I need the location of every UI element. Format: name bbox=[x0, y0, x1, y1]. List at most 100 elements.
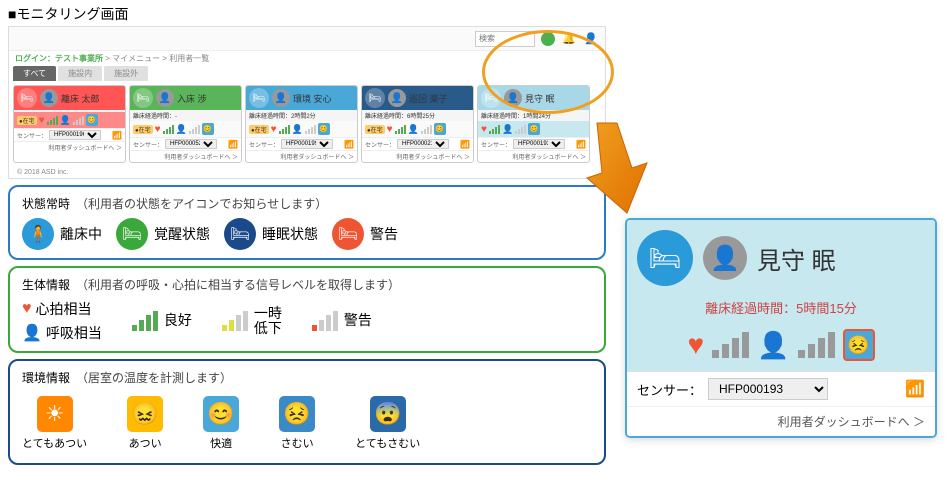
breath-icon: 👤 bbox=[292, 124, 303, 135]
card-name: 環境 安心 bbox=[293, 92, 332, 105]
card-name: 入床 渉 bbox=[177, 92, 207, 105]
home-tag: ●在宅 bbox=[133, 125, 153, 134]
legend-vital: 生体情報 （利用者の呼吸・心拍に相当する信号レベルを取得します） ♥心拍相当 👤… bbox=[8, 266, 606, 353]
sensor-label: センサー： bbox=[637, 380, 702, 399]
avatar-icon: 👤 bbox=[156, 89, 174, 107]
detail-card: 🛏 👤 見守 眠 離床経過時間：5時間15分 ♥ 👤 😣 センサー： HFP00… bbox=[625, 218, 937, 438]
heart-icon: ♥ bbox=[271, 124, 277, 135]
page-title: ■モニタリング画面 bbox=[0, 0, 950, 26]
user-card[interactable]: 🛏👤見守 眠 離床経過時間：1時間24分 ♥👤😊 センサー：HFP000193📶… bbox=[477, 85, 590, 163]
tab-outside[interactable]: 施設外 bbox=[104, 66, 148, 81]
legend-item: 🛏覚醒状態 bbox=[116, 218, 210, 250]
signal-bars-icon bbox=[312, 311, 338, 331]
avatar-icon: 👤 bbox=[272, 89, 290, 107]
signal-item: 一時 低下 bbox=[222, 306, 282, 337]
legend-env: 環境情報 （居室の温度を計測します） ☀とてもあつい😖あつい😊快適😣さむい😨とて… bbox=[8, 359, 606, 465]
env-icon: 😣 bbox=[279, 396, 315, 432]
user-card[interactable]: 🛏👤離床 太郎 ●在宅♥👤😊 センサー：HFP000196📶 利用者ダッシュボー… bbox=[13, 85, 126, 163]
wifi-icon: 📶 bbox=[460, 140, 470, 149]
bed-icon: 🛏 bbox=[481, 88, 501, 108]
user-icon[interactable]: 👤 bbox=[583, 31, 599, 47]
sensor-select[interactable]: HFP000193 bbox=[513, 139, 565, 149]
breath-icon: 👤 bbox=[502, 124, 513, 135]
user-card[interactable]: 🛏👤入床 渉 離床経過時間：- ●在宅♥👤😊 センサー：HFP000052📶 利… bbox=[129, 85, 242, 163]
bed-icon: 🛏 bbox=[637, 230, 693, 286]
env-chip-icon: 😊 bbox=[86, 114, 98, 126]
heart-icon: ♥ bbox=[22, 300, 32, 318]
tabs: すべて 施設内 施設外 bbox=[9, 66, 605, 81]
env-chip-icon: 😊 bbox=[434, 123, 446, 135]
dashboard-link[interactable]: 利用者ダッシュボードへ ＞ bbox=[246, 150, 357, 162]
card-name: 離床 太郎 bbox=[61, 92, 100, 105]
signal-bars-icon bbox=[222, 311, 248, 331]
card-elapsed: 離床経過時間：2時間2分 bbox=[246, 110, 357, 121]
bed-icon: 🛏 bbox=[133, 88, 153, 108]
bed-icon: 🛏 bbox=[365, 88, 385, 108]
signal-item: 良好 bbox=[132, 306, 192, 337]
status-icon: 🛏 bbox=[224, 218, 256, 250]
env-item: 😊快適 bbox=[203, 396, 239, 451]
signal-bars-icon bbox=[798, 332, 835, 358]
dashboard-link[interactable]: 利用者ダッシュボードへ ＞ bbox=[478, 150, 589, 162]
topbar: 🔔 👤 bbox=[9, 27, 605, 51]
tab-all[interactable]: すべて bbox=[13, 66, 56, 81]
status-icon: 🧍 bbox=[22, 218, 54, 250]
env-item: ☀とてもあつい bbox=[22, 396, 87, 451]
sensor-select[interactable]: HFP000021 bbox=[397, 139, 449, 149]
sensor-select[interactable]: HFP000196 bbox=[49, 130, 101, 140]
avatar-icon: 👤 bbox=[40, 89, 58, 107]
signal-bars-icon bbox=[421, 124, 432, 134]
breath-icon: 👤 bbox=[176, 124, 187, 135]
wifi-icon: 📶 bbox=[112, 131, 122, 140]
wifi-icon: 📶 bbox=[344, 140, 354, 149]
dashboard-link[interactable]: 利用者ダッシュボードへ ＞ bbox=[362, 150, 473, 162]
heart-icon: ♥ bbox=[387, 124, 393, 135]
card-elapsed: 離床経過時間：- bbox=[130, 110, 241, 121]
status-dot-icon[interactable] bbox=[541, 32, 555, 46]
search-input[interactable] bbox=[475, 31, 535, 47]
wifi-icon: 📶 bbox=[905, 379, 925, 399]
tab-inside[interactable]: 施設内 bbox=[58, 66, 102, 81]
legend-item: 🧍離床中 bbox=[22, 218, 102, 250]
dashboard-link[interactable]: 利用者ダッシュボードへ ＞ bbox=[14, 141, 125, 153]
avatar-icon: 👤 bbox=[703, 236, 747, 280]
signal-bars-icon bbox=[132, 311, 158, 331]
env-icon: 😖 bbox=[127, 396, 163, 432]
card-name: 巡回 楽子 bbox=[409, 92, 448, 105]
heart-icon: ♥ bbox=[481, 124, 487, 135]
dashboard-link[interactable]: 利用者ダッシュボードへ ＞ bbox=[627, 406, 935, 436]
bell-icon[interactable]: 🔔 bbox=[561, 31, 577, 47]
sensor-select[interactable]: HFP000193 bbox=[708, 378, 828, 400]
card-elapsed: 離床経過時間：6時間25分 bbox=[362, 110, 473, 121]
dashboard-link[interactable]: 利用者ダッシュボードへ ＞ bbox=[130, 150, 241, 162]
signal-bars-icon bbox=[395, 124, 406, 134]
sensor-label: センサー： bbox=[133, 140, 163, 149]
heart-icon: ♥ bbox=[688, 329, 705, 361]
home-tag: ●在宅 bbox=[249, 125, 269, 134]
user-card[interactable]: 🛏👤巡回 楽子 離床経過時間：6時間25分 ●在宅♥👤😊 センサー：HFP000… bbox=[361, 85, 474, 163]
signal-bars-icon bbox=[189, 124, 200, 134]
detail-elapsed: 離床経過時間：5時間15分 bbox=[627, 296, 935, 323]
heart-icon: ♥ bbox=[39, 115, 45, 126]
signal-bars-icon bbox=[73, 115, 84, 125]
signal-bars-icon bbox=[489, 124, 500, 134]
sensor-select[interactable]: HFP000052 bbox=[165, 139, 217, 149]
sensor-label: センサー： bbox=[249, 140, 279, 149]
sensor-label: センサー： bbox=[17, 131, 47, 140]
env-icon: ☀ bbox=[37, 396, 73, 432]
breath-icon: 👤 bbox=[60, 115, 71, 126]
status-icon: 🛏 bbox=[116, 218, 148, 250]
env-icon: 😨 bbox=[370, 396, 406, 432]
env-item: 😣さむい bbox=[279, 396, 315, 451]
signal-bars-icon bbox=[712, 332, 749, 358]
card-elapsed: 離床経過時間：1時間24分 bbox=[478, 110, 589, 121]
wifi-icon: 📶 bbox=[576, 140, 586, 149]
env-chip-icon: 😊 bbox=[318, 123, 330, 135]
status-icon: 🛏 bbox=[332, 218, 364, 250]
sensor-select[interactable]: HFP000199 bbox=[281, 139, 333, 149]
sensor-label: センサー： bbox=[481, 140, 511, 149]
breath-icon: 👤 bbox=[757, 330, 789, 361]
home-tag: ●在宅 bbox=[365, 125, 385, 134]
env-chip-icon: 😣 bbox=[843, 329, 875, 361]
user-card[interactable]: 🛏👤環境 安心 離床経過時間：2時間2分 ●在宅♥👤😊 センサー：HFP0001… bbox=[245, 85, 358, 163]
